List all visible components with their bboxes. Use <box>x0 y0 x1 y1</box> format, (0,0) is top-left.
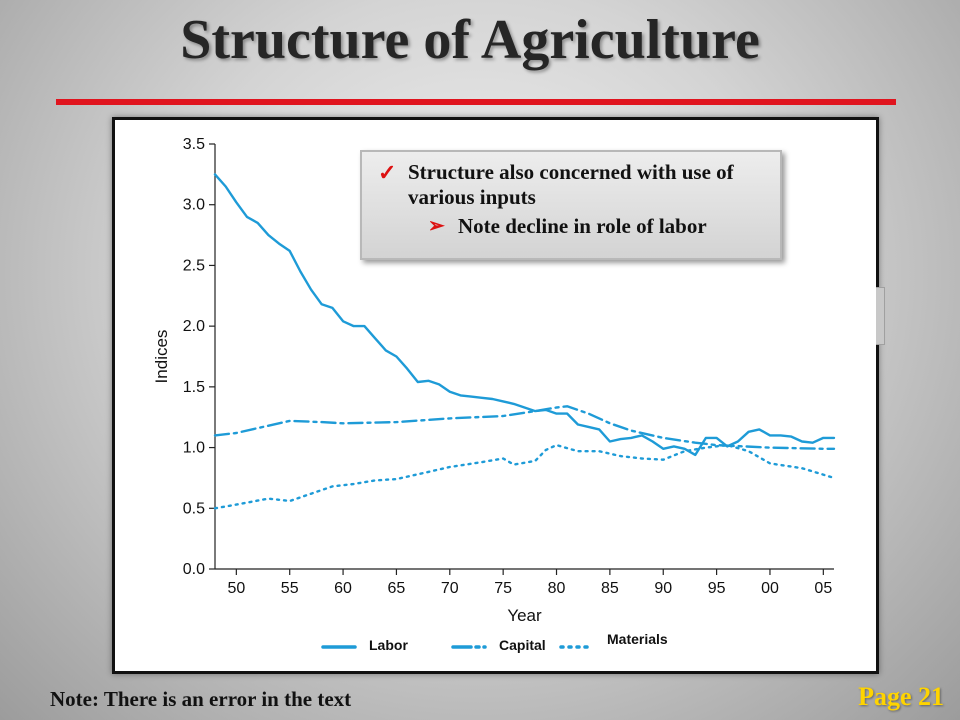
callout-line2: Note decline in role of labor <box>458 214 707 238</box>
x-tick-label: 00 <box>761 580 779 597</box>
footer-note: Note: There is an error in the text <box>50 687 352 711</box>
x-tick-label: 95 <box>708 580 726 597</box>
series-line-capital <box>213 405 836 450</box>
y-tick-label: 0.0 <box>183 561 205 578</box>
legend-label-materials: Materials <box>607 631 668 647</box>
callout-line1: Structure also concerned with use of var… <box>408 160 734 209</box>
y-tick-label: 2.5 <box>183 257 205 274</box>
y-tick-label: 3.5 <box>183 136 205 153</box>
x-tick-label: 75 <box>494 580 512 597</box>
y-tick-label: 0.5 <box>183 500 205 517</box>
x-tick-label: 85 <box>601 580 619 597</box>
y-tick-label: 3.0 <box>183 197 205 214</box>
x-tick-label: 65 <box>388 580 406 597</box>
arrow-bullet-icon: ➢ <box>428 215 445 237</box>
title-rule <box>56 99 896 105</box>
line-chart: 0.0 0.5 1.0 1.5 2.0 2.5 3.0 3.5 50 55 60 65 70 75 80 85… <box>152 136 836 653</box>
page-number: Page 21 <box>858 682 944 711</box>
x-tick-label: 70 <box>441 580 459 597</box>
x-tick-label: 80 <box>548 580 566 597</box>
y-axis-title: Indices <box>152 330 171 384</box>
y-tick-label: 1.0 <box>183 440 205 457</box>
x-tick-label: 90 <box>654 580 672 597</box>
x-axis-title: Year <box>507 606 542 625</box>
callout-subpoint: ➢ Note decline in role of labor <box>376 214 770 239</box>
y-tick-label: 1.5 <box>183 379 205 396</box>
y-tick-label: 2.0 <box>183 318 205 335</box>
legend-label-capital: Capital <box>499 637 546 653</box>
legend-label-labor: Labor <box>369 637 408 653</box>
x-tick-label: 55 <box>281 580 299 597</box>
series-line-materials <box>213 443 836 510</box>
callout-box: ✓ Structure also concerned with use of v… <box>360 150 782 260</box>
callout-point: ✓ Structure also concerned with use of v… <box>376 160 770 210</box>
side-box-fragment <box>876 287 885 345</box>
x-tick-label: 60 <box>334 580 352 597</box>
x-tick-label: 05 <box>814 580 832 597</box>
check-icon: ✓ <box>378 160 397 185</box>
x-tick-label: 50 <box>227 580 245 597</box>
slide-title: Structure of Agriculture <box>180 9 760 71</box>
